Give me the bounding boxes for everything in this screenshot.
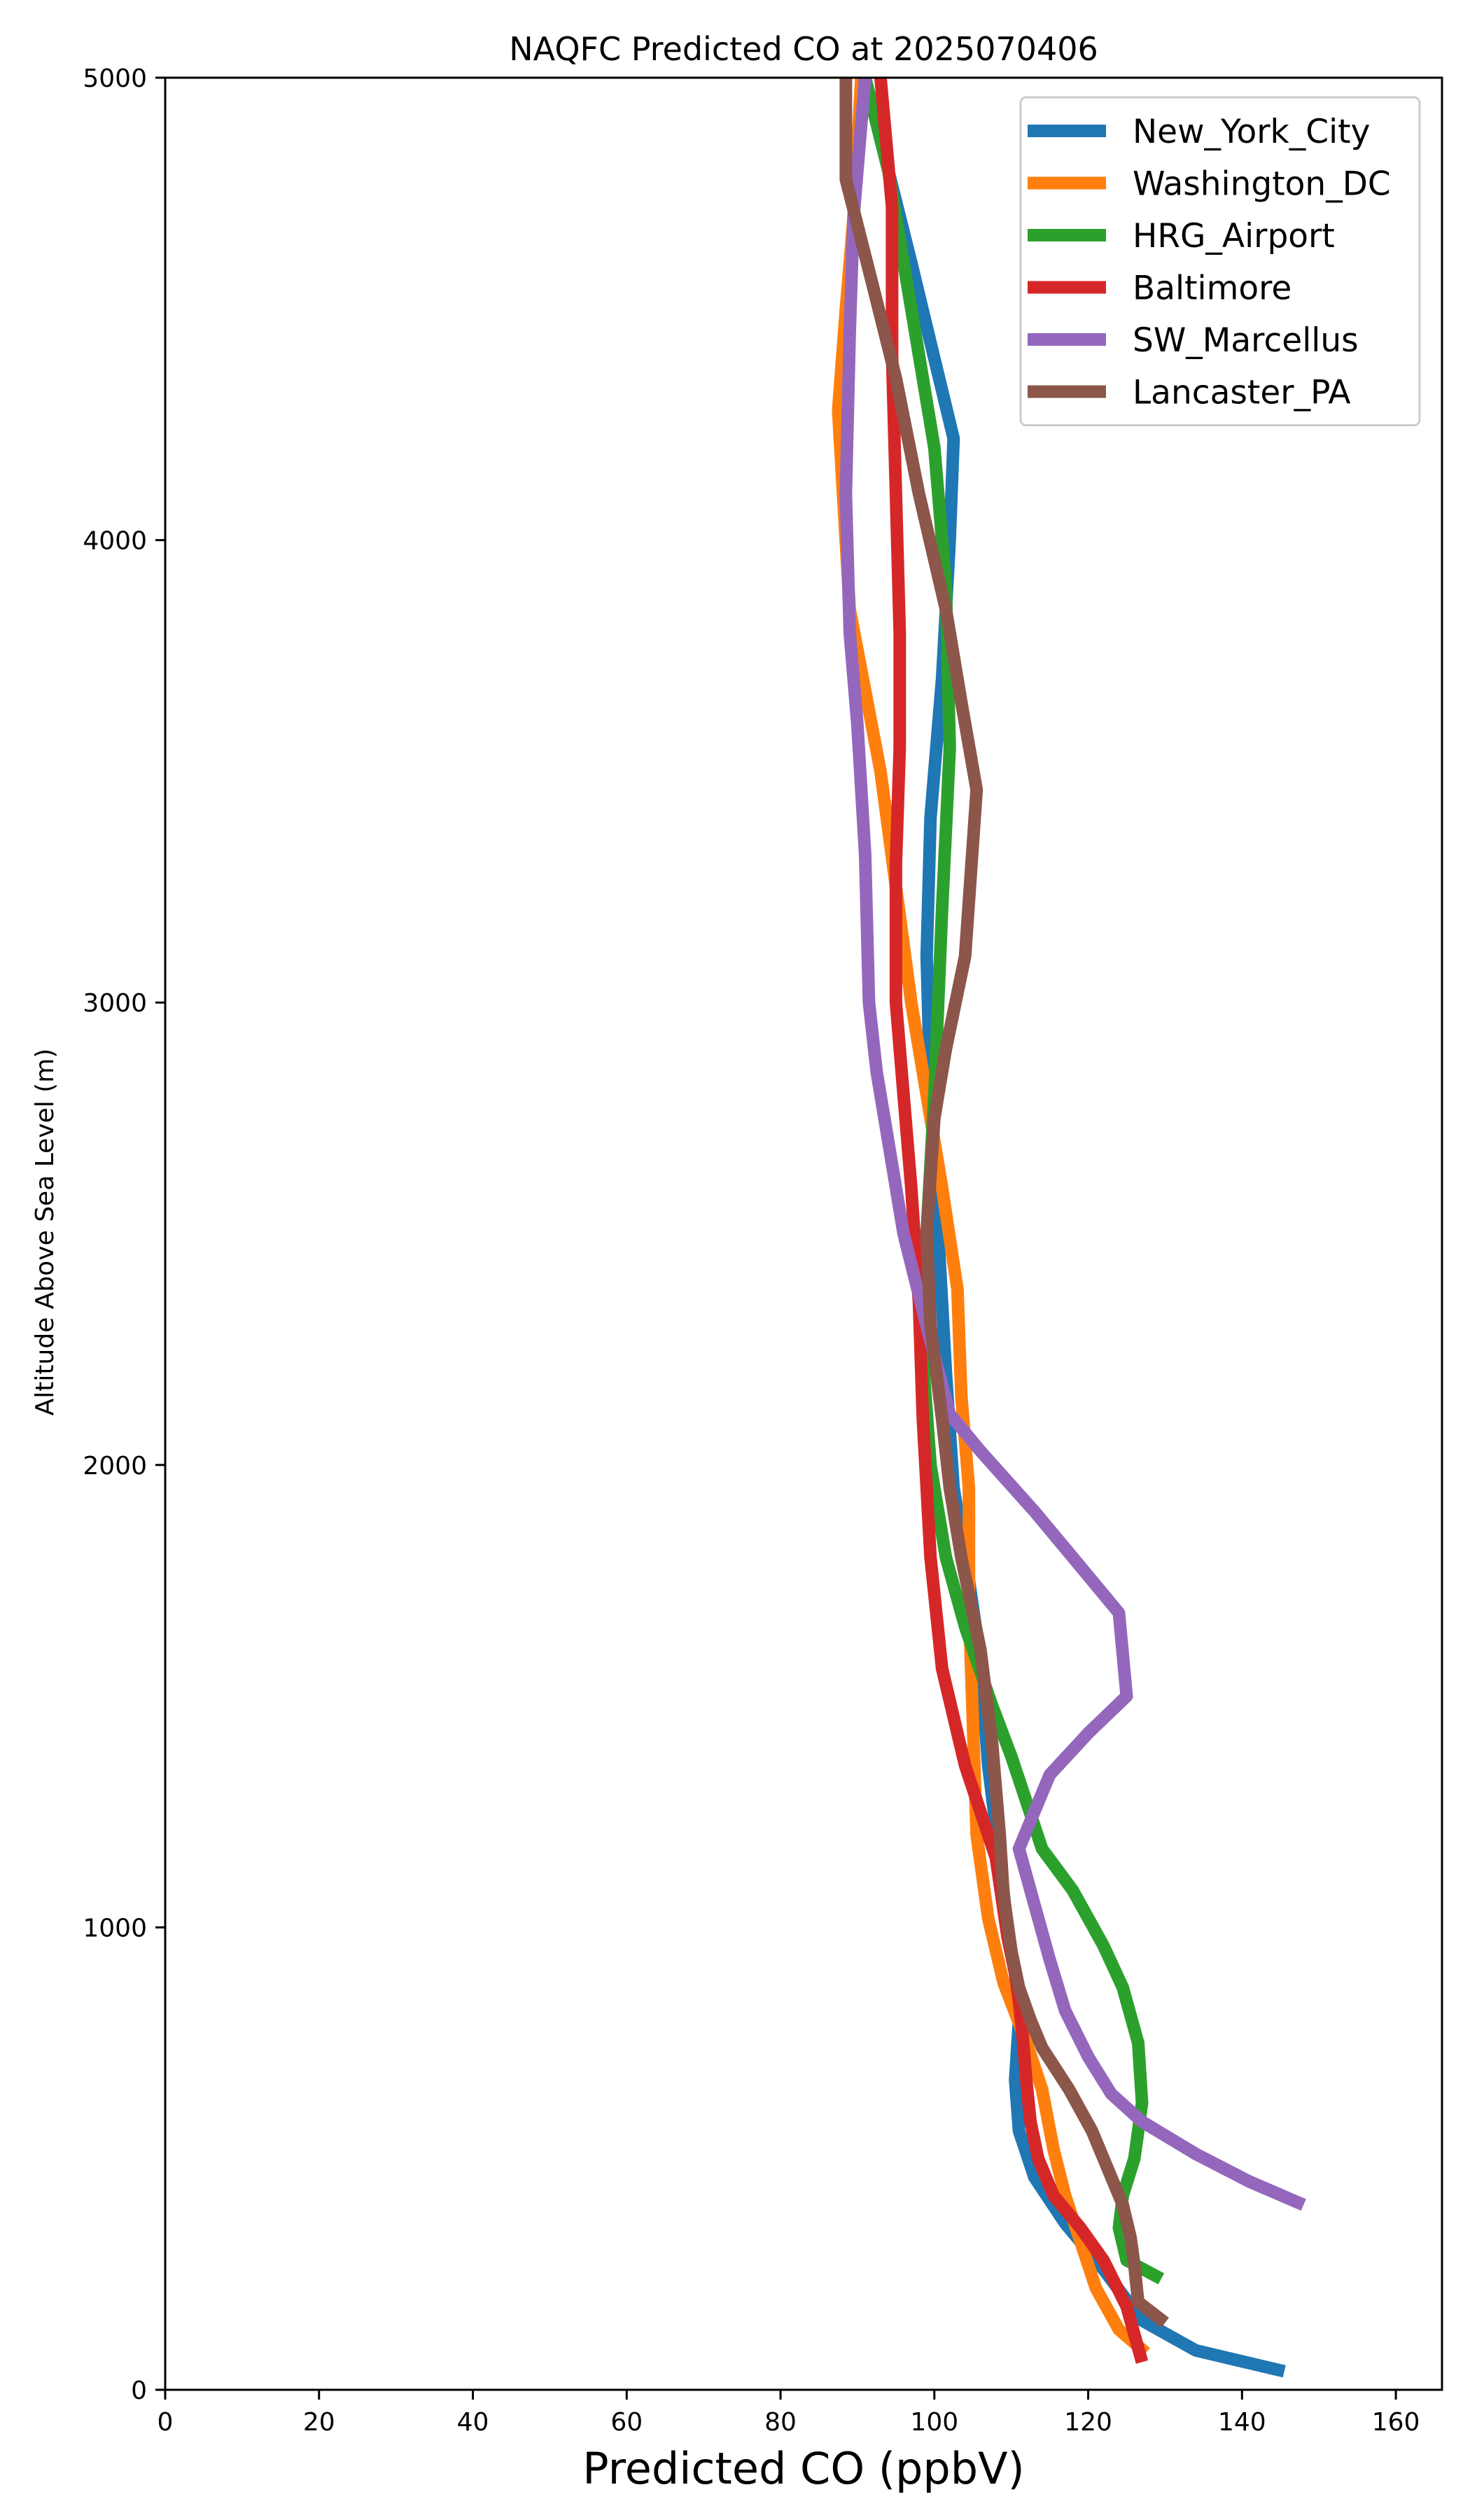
legend-label: New_York_City (1133, 113, 1370, 151)
legend-label: HRG_Airport (1133, 217, 1335, 255)
legend-box (1019, 96, 1421, 426)
y-tick-label: 1000 (83, 1914, 147, 1942)
y-tick-label: 5000 (83, 64, 147, 93)
x-tick-label: 120 (1064, 2408, 1112, 2437)
x-axis-label: Predicted CO (ppbV) (582, 2443, 1024, 2494)
x-tick-label: 0 (158, 2408, 174, 2437)
y-tick-label: 2000 (83, 1452, 147, 1480)
legend-label: Lancaster_PA (1133, 374, 1351, 412)
series-line-baltimore (874, 78, 1149, 2364)
x-tick-label: 80 (764, 2408, 797, 2437)
series-line-sw-marcellus (839, 78, 1306, 2211)
x-tick-label: 160 (1372, 2408, 1420, 2437)
x-tick-label: 40 (457, 2408, 489, 2437)
x-tick-label: 100 (910, 2408, 958, 2437)
y-tick-label: 3000 (83, 989, 147, 1018)
legend-label: Washington_DC (1133, 165, 1391, 204)
legend: New_York_City Washington_DC HRG_Airport Bal… (1019, 96, 1421, 426)
x-tick-label: 60 (610, 2408, 643, 2437)
series-line-lancaster-pa (839, 78, 1169, 2328)
chart-title: NAQFC Predicted CO at 2025070406 (509, 30, 1098, 68)
legend-label: SW_Marcellus (1133, 321, 1359, 360)
y-axis-label: Altitude Above Sea Level (m) (31, 1049, 59, 1416)
plot-content (832, 78, 1306, 2378)
axes-layer: 0 20 40 60 80 100 120 140 160 0 1000 2000 3000 4000 50… (83, 64, 1443, 2437)
plot-frame (164, 76, 1443, 2391)
legend-label: Baltimore (1133, 270, 1292, 308)
y-tick-label: 4000 (83, 527, 147, 556)
x-tick-label: 140 (1218, 2408, 1266, 2437)
x-tick-label: 20 (303, 2408, 335, 2437)
y-tick-label: 0 (131, 2376, 147, 2405)
